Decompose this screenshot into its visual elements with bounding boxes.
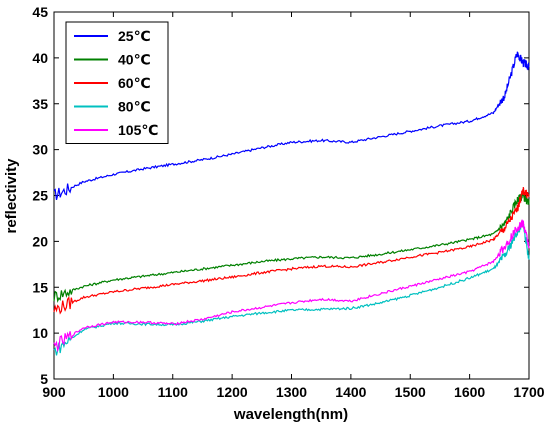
- series-line: [53, 51, 530, 201]
- series-line: [53, 186, 530, 315]
- y-tick-label: 25: [32, 188, 48, 204]
- x-tick-label: 1400: [335, 384, 366, 400]
- y-tick-label: 5: [40, 371, 48, 387]
- legend: 25℃ 40℃ 60℃ 80℃ 105℃: [65, 21, 169, 144]
- y-tick-label: 40: [32, 50, 48, 66]
- y-tick-label: 10: [32, 325, 48, 341]
- series-line: [53, 192, 530, 303]
- legend-label: 25℃: [118, 28, 151, 44]
- legend-label: 80℃: [118, 99, 151, 115]
- x-tick-label: 900: [42, 384, 66, 400]
- y-tick-label: 15: [32, 279, 48, 295]
- x-tick-label: 1700: [513, 384, 544, 400]
- y-tick-label: 45: [32, 4, 48, 20]
- ticks-layer: 900 1000 1100 1200 1300 1400 1500 1600 1700 5 10 15…: [32, 4, 544, 400]
- x-tick-label: 1600: [454, 384, 485, 400]
- series-line: [53, 219, 530, 353]
- x-tick-label: 1100: [158, 384, 189, 400]
- y-tick-label: 30: [32, 142, 48, 158]
- x-axis-label: wavelength(nm): [233, 406, 348, 423]
- x-tick-label: 1000: [98, 384, 129, 400]
- y-axis-label: reflectivity: [3, 158, 20, 234]
- legend-label: 60℃: [118, 75, 151, 91]
- series-layer: [53, 51, 530, 356]
- series-line: [53, 221, 530, 356]
- x-tick-label: 1300: [276, 384, 307, 400]
- x-tick-label: 1200: [217, 384, 248, 400]
- y-tick-label: 20: [32, 233, 48, 249]
- legend-label: 105℃: [118, 122, 158, 138]
- legend-label: 40℃: [118, 52, 151, 68]
- x-tick-label: 1500: [395, 384, 426, 400]
- y-tick-label: 35: [32, 96, 48, 112]
